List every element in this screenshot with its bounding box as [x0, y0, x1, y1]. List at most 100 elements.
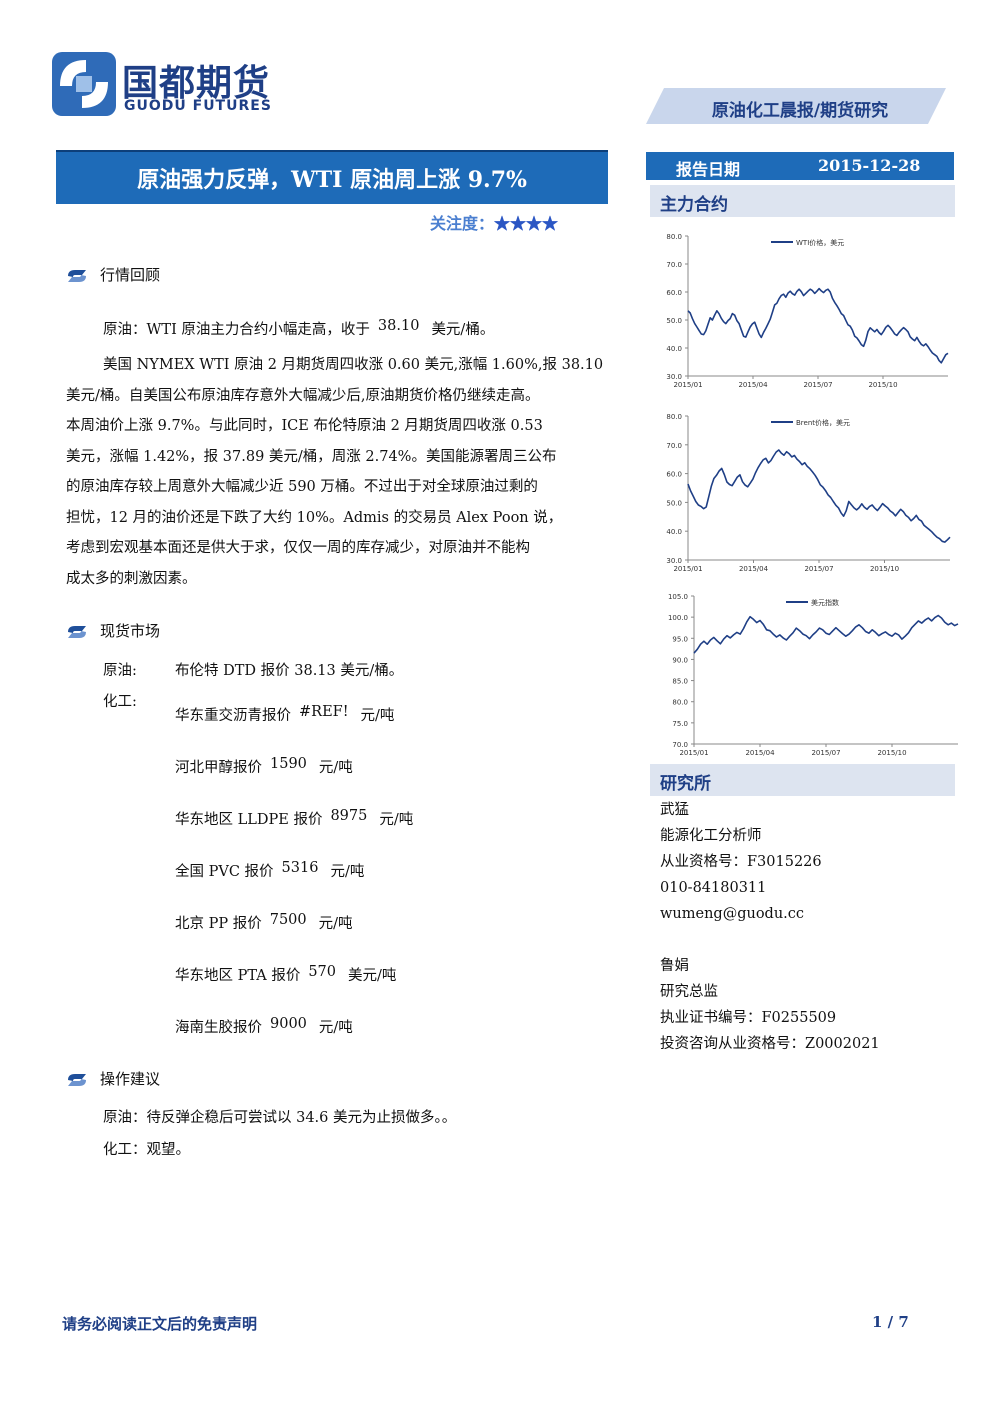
- spot-item-row: 海南生胶报价 9000 元/吨: [175, 1016, 353, 1037]
- x-tick-label: 2015/04: [738, 381, 768, 389]
- spot-item-value: 7500: [269, 912, 307, 928]
- report-date-label: 报告日期: [676, 160, 741, 179]
- analyst-1: 武猛 能源化工分析师 从业资格号：F3015226 010-84180311 w…: [660, 797, 822, 927]
- paragraph-line: 的原油库存较上周意外大幅减少近 590 万桶。不过出于对全球原油过剩的: [66, 479, 538, 495]
- crude-close-suffix: 美元/桶。: [431, 322, 495, 338]
- y-tick-label: 90.0: [672, 656, 688, 664]
- spot-item-name: 华东地区 PTA 报价: [175, 968, 301, 984]
- crude-close-value: 38.10: [377, 318, 420, 334]
- y-tick-label: 50.0: [666, 317, 682, 325]
- paragraph-line: 美元，涨幅 1.42%，报 37.89 美元/桶，周涨 2.74%。美国能源署周…: [66, 448, 557, 465]
- spot-item-name: 河北甲醇报价: [175, 760, 262, 776]
- header-tag-shape: [646, 88, 946, 124]
- y-tick-label: 85.0: [672, 678, 688, 686]
- spot-item-row: 全国 PVC 报价 5316 元/吨: [175, 860, 364, 881]
- y-tick-label: 30.0: [666, 557, 682, 565]
- page-number: 1 / 7: [872, 1313, 909, 1331]
- spot-item-unit: 元/吨: [318, 1020, 353, 1036]
- title-bar: [56, 150, 608, 204]
- section-heading: 行情回顾: [100, 266, 161, 284]
- research-label: 研究所: [660, 774, 711, 794]
- paragraph-line: 美元/桶。自美国公布原油库存意外大幅减少后,原油期货价格仍继续走高。: [66, 387, 540, 404]
- advice-chem: 化工：观望。: [103, 1142, 190, 1158]
- y-tick-label: 70.0: [672, 741, 688, 749]
- y-tick-label: 40.0: [666, 345, 682, 353]
- x-tick-label: 2015/07: [804, 565, 833, 573]
- spot-item-row: 华东重交沥青报价 #REF! 元/吨: [175, 704, 394, 725]
- y-tick-label: 95.0: [672, 635, 688, 643]
- spot-item-unit: 元/吨: [360, 708, 395, 724]
- main-contract-label: 主力合约: [660, 195, 728, 215]
- crude-close-prefix: 原油：WTI 原油主力合约小幅走高，收于: [103, 322, 370, 338]
- y-tick-label: 80.0: [666, 233, 682, 241]
- paragraph-line: 本周油价上涨 9.7%。与此同时，ICE 布伦特原油 2 月期货周四收涨 0.5…: [66, 418, 543, 434]
- y-tick-label: 70.0: [666, 261, 682, 269]
- report-date-value: 2015-12-28: [818, 156, 921, 175]
- spot-item-name: 全国 PVC 报价: [175, 864, 274, 880]
- analyst-license: 从业资格号：F3015226: [660, 854, 822, 870]
- spot-item-unit: 元/吨: [330, 864, 365, 880]
- analyst-email[interactable]: wumeng@guodu.cc: [660, 906, 805, 922]
- spot-item-row: 北京 PP 报价 7500 元/吨: [175, 912, 353, 933]
- legend-label: Brent价格，美元: [796, 418, 850, 427]
- footer-disclaimer-link[interactable]: 请务必阅读正文后的免责声明: [62, 1315, 258, 1333]
- series-line: [687, 449, 951, 543]
- spot-item-row: 华东地区 PTA 报价 570 美元/吨: [175, 964, 396, 985]
- spot-item-name: 华东重交沥青报价: [175, 708, 291, 724]
- spot-item-unit: 美元/吨: [348, 968, 397, 984]
- main-contract-bar: 主力合约: [650, 185, 955, 217]
- x-tick-label: 2015/10: [870, 565, 899, 573]
- x-tick-label: 2015/10: [877, 749, 906, 757]
- x-tick-label: 2015/07: [811, 749, 840, 757]
- attention-rating: 关注度：★★★★: [430, 210, 558, 234]
- spot-item-unit: 元/吨: [379, 812, 414, 828]
- section-market-review: 行情回顾: [66, 264, 160, 285]
- x-tick-label: 2015/04: [739, 565, 769, 573]
- attention-stars-icon: ★★★★: [494, 214, 559, 233]
- section-heading: 操作建议: [100, 1070, 161, 1088]
- x-tick-label: 2015/10: [868, 381, 897, 389]
- paragraph-line: 担忧，12 月的油价还是下跌了大约 10%。Admis 的交易员 Alex Po…: [66, 509, 563, 526]
- y-tick-label: 100.0: [668, 614, 688, 622]
- x-tick-label: 2015/01: [673, 565, 702, 573]
- spot-item-unit: 元/吨: [318, 916, 353, 932]
- paragraph-line: 成太多的刺激因素。: [66, 570, 197, 587]
- section-bullet-icon: [68, 1074, 86, 1086]
- spot-item-value: #REF!: [299, 704, 349, 720]
- y-tick-label: 60.0: [666, 289, 682, 297]
- guodu-logo-icon: [52, 52, 116, 116]
- spot-item-name: 北京 PP 报价: [175, 916, 262, 932]
- report-date-bar: 报告日期 2015-12-28: [646, 152, 954, 180]
- section-heading: 现货市场: [100, 622, 161, 640]
- x-tick-label: 2015/04: [745, 749, 775, 757]
- spot-item-row: 河北甲醇报价 1590 元/吨: [175, 756, 353, 777]
- spot-item-value: 1590: [270, 756, 307, 772]
- analyst-role: 研究总监: [660, 984, 718, 1000]
- y-tick-label: 80.0: [672, 699, 688, 707]
- spot-item-value: 570: [308, 964, 337, 980]
- x-tick-label: 2015/07: [803, 381, 832, 389]
- y-tick-label: 50.0: [666, 499, 682, 507]
- y-tick-label: 70.0: [666, 442, 682, 450]
- y-tick-label: 30.0: [666, 373, 682, 381]
- spot-crude-label: 原油:: [103, 663, 137, 679]
- y-tick-label: 105.0: [668, 593, 688, 601]
- legend-label: WTI价格，美元: [796, 238, 844, 247]
- analyst-license: 执业证书编号：F0255509: [660, 1010, 837, 1026]
- dollar-index-chart: 105.0 100.0 95.0 90.0 85.0 80.0 75.0 70.0 2015/0…: [668, 593, 959, 757]
- attention-label: 关注度：: [430, 214, 495, 233]
- spot-item-unit: 元/吨: [318, 760, 353, 776]
- crude-close-line: 原油：WTI 原油主力合约小幅走高，收于 38.10 美元/桶。: [103, 318, 494, 339]
- spot-item-name: 海南生胶报价: [175, 1020, 262, 1036]
- analyst-phone: 010-84180311: [660, 880, 767, 896]
- y-tick-label: 75.0: [672, 720, 688, 728]
- analyst-license2: 投资咨询从业资格号：Z0002021: [660, 1036, 880, 1052]
- logo-name-en: GUODU FUTURES: [124, 98, 272, 114]
- spot-chem-label: 化工:: [103, 694, 137, 710]
- y-tick-label: 60.0: [666, 471, 682, 479]
- y-tick-label: 80.0: [666, 413, 682, 421]
- paragraph-line: 考虑到宏观基本面还是供大于求，仅仅一周的库存减少，对原油并不能构: [66, 540, 530, 556]
- analyst-role: 能源化工分析师: [660, 828, 762, 844]
